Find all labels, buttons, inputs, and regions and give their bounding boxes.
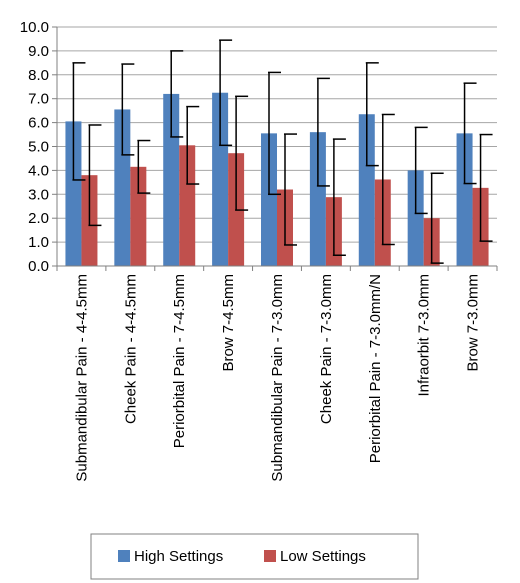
x-axis-category-labels: Submandibular Pain - 4-4.5mm Cheek Pain -… [73, 274, 481, 482]
x-category-label: Periorbital Pain - 7-4.5mm [171, 274, 188, 448]
y-tick-label: 5.0 [28, 139, 49, 156]
y-tick-label: 9.0 [28, 43, 49, 60]
y-tick-label: 4.0 [28, 162, 49, 179]
error-bar-low-settings [137, 139, 151, 194]
error-bar-high-settings [316, 77, 330, 187]
error-bar-low-settings [381, 113, 395, 246]
y-tick-label: 10.0 [20, 19, 49, 36]
y-tick-label: 0.0 [28, 258, 49, 275]
y-tick-label: 2.0 [28, 210, 49, 227]
bar-high-settings [261, 133, 277, 266]
error-bar-high-settings [170, 50, 184, 138]
error-bar-high-settings [414, 126, 428, 215]
bar-high-settings [114, 109, 131, 266]
error-bar-high-settings [219, 39, 233, 147]
x-category-label: Cheek Pain - 7-3.0mm [318, 274, 335, 424]
y-tick-label: 1.0 [28, 234, 49, 251]
error-bar-low-settings [88, 124, 102, 227]
error-bar-low-settings [479, 133, 493, 242]
x-category-label: Submandibular Pain - 7-3.0mm [269, 274, 286, 482]
error-bar-low-settings [235, 95, 249, 211]
y-tick-label: 7.0 [28, 91, 49, 108]
axes-group [56, 27, 498, 271]
bar-high-settings [358, 114, 375, 266]
x-category-label: Cheek Pain - 4-4.5mm [122, 274, 139, 424]
y-tick-label: 6.0 [28, 115, 49, 132]
y-axis-tick-labels: 0.0 1.0 2.0 3.0 4.0 5.0 6.0 7.0 8.0 9.0 10.0 [20, 19, 49, 275]
error-bar-high-settings [121, 63, 135, 156]
error-bar-low-settings [332, 138, 346, 256]
error-bar-high-settings [463, 82, 477, 185]
legend-swatch-low-settings [264, 550, 276, 562]
bar-high-settings [407, 170, 424, 266]
x-category-label: Submandibular Pain - 4-4.5mm [73, 274, 90, 482]
legend-label-high-settings: High Settings [134, 548, 223, 565]
error-bar-high-settings [365, 62, 379, 167]
error-bar-low-settings [284, 133, 297, 246]
bars-group [65, 92, 489, 266]
x-category-label: Infraorbit 7-3.0mm [416, 274, 433, 397]
legend-label-low-settings: Low Settings [280, 548, 366, 565]
bar-high-settings [212, 92, 229, 266]
error-bar-high-settings [268, 71, 281, 196]
x-category-label: Brow 7-3.0mm [465, 274, 482, 372]
legend-box [90, 533, 419, 580]
bar-high-settings [309, 132, 326, 266]
y-tick-label: 3.0 [28, 186, 49, 203]
error-bar-high-settings [72, 62, 86, 181]
bar-low-settings [130, 166, 147, 266]
legend: High Settings Low Settings [90, 533, 419, 580]
error-bars-group [72, 39, 493, 264]
error-bar-low-settings [430, 172, 444, 264]
bar-high-settings [65, 121, 82, 266]
x-category-label: Brow 7-4.5mm [220, 274, 237, 372]
bar-low-settings [179, 145, 196, 266]
error-bar-low-settings [186, 105, 200, 185]
y-tick-label: 8.0 [28, 67, 49, 84]
legend-swatch-high-settings [118, 550, 130, 562]
x-category-label: Periorbital Pain - 7-3.0mm/N [367, 274, 384, 463]
bar-high-settings [456, 133, 473, 266]
